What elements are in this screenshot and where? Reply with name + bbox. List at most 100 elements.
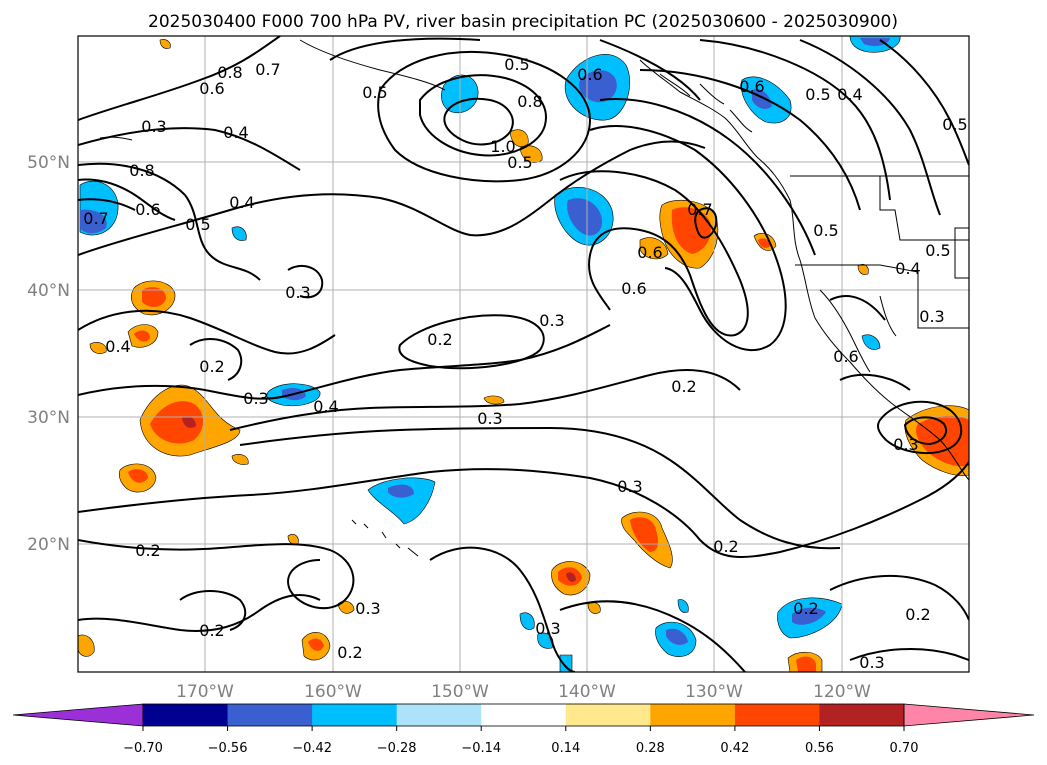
contour-label: 0.3 — [141, 117, 166, 136]
contour-label: 0.5 — [504, 55, 529, 74]
positive-anomaly — [128, 469, 148, 483]
positive-anomaly — [639, 237, 669, 260]
pv-contour — [189, 338, 243, 381]
negative-anomaly — [231, 226, 247, 241]
contour-label: 0.4 — [895, 259, 920, 278]
pv-contour — [78, 309, 336, 355]
colorbar-cell — [565, 704, 651, 726]
pv-contour — [239, 426, 841, 550]
contour-label: 0.3 — [919, 307, 944, 326]
lat-label-20n: 20°N — [27, 535, 70, 555]
state-border — [954, 227, 969, 279]
pv-contour — [377, 50, 592, 183]
negative-anomaly — [388, 484, 414, 498]
colorbar-tick-label: 0.14 — [551, 741, 580, 756]
pv-contour — [229, 369, 741, 431]
pv-contour — [287, 264, 324, 299]
contour-label: 0.5 — [813, 221, 838, 240]
colorbar-cell — [312, 704, 398, 726]
longitude-labels: 170°W 160°W 150°W 140°W 130°W 120°W — [176, 682, 871, 702]
contour-label: 0.3 — [617, 477, 642, 496]
contour-label: 0.2 — [337, 643, 362, 662]
figure-title: 2025030400 F000 700 hPa PV, river basin … — [148, 12, 898, 32]
positive-anomaly — [89, 342, 107, 354]
aleutian-islands-coastline — [299, 39, 446, 91]
contour-label: 0.5 — [805, 85, 830, 104]
negative-anomaly — [567, 198, 603, 236]
positive-anomaly — [630, 517, 658, 552]
contour-label: 0.2 — [135, 541, 160, 560]
state-border — [795, 264, 969, 329]
pv-contour — [78, 198, 136, 211]
contour-label: 0.5 — [925, 241, 950, 260]
colorbar-outline — [142, 703, 905, 727]
pv-contour — [78, 127, 301, 171]
negative-anomaly — [861, 334, 881, 350]
pv-contour — [829, 575, 969, 621]
colorbar-extend-high — [903, 703, 1035, 727]
north-america-coastline — [639, 59, 969, 481]
contour-label: 0.2 — [199, 621, 224, 640]
negative-anomaly — [677, 599, 689, 613]
contour-label: 0.4 — [229, 193, 254, 212]
colorbar-extend-low — [12, 703, 144, 727]
colorbar-cell — [227, 704, 313, 726]
positive-anomaly — [566, 572, 576, 582]
negative-anomaly — [666, 628, 688, 645]
colorbar-cells — [143, 704, 905, 726]
negative-anomaly — [519, 612, 535, 630]
colorbar-tick-label: −0.56 — [208, 741, 248, 756]
lat-label-50n: 50°N — [27, 153, 70, 173]
lon-label-120w: 120°W — [813, 682, 871, 702]
positive-anomaly — [182, 416, 196, 428]
lon-label-170w: 170°W — [176, 682, 234, 702]
contour-label: 0.2 — [713, 537, 738, 556]
latitude-labels: 50°N 40°N 30°N 20°N — [27, 153, 70, 555]
pv-contour — [443, 97, 514, 146]
positive-anomaly — [231, 454, 249, 465]
negative-anomaly — [80, 209, 107, 234]
contour-label: 0.4 — [837, 85, 862, 104]
positive-anomaly — [159, 39, 171, 49]
positive-anomaly — [916, 415, 969, 467]
pv-contour — [78, 324, 611, 400]
map-frame — [77, 35, 970, 673]
negative-anomaly — [559, 654, 573, 672]
lon-label-140w: 140°W — [558, 682, 616, 702]
negative-anomaly — [579, 70, 617, 103]
pv-contour — [78, 162, 261, 281]
coastlines — [99, 39, 969, 557]
contour-label: 0.3 — [243, 389, 268, 408]
positive-anomaly — [509, 129, 529, 147]
colorbar-tick-label: −0.70 — [123, 741, 163, 756]
hawaii-islands — [351, 519, 419, 557]
contour-label: 0.2 — [427, 330, 452, 349]
pv-contour — [639, 69, 861, 211]
contour-label: 0.6 — [739, 77, 764, 96]
alaska-panhandle-coastline — [659, 73, 753, 133]
contour-label: 0.5 — [362, 83, 387, 102]
contour-label: 0.6 — [637, 243, 662, 262]
contour-label: 0.7 — [255, 60, 280, 79]
lon-label-150w: 150°W — [431, 682, 489, 702]
contour-label: 0.8 — [517, 92, 542, 111]
pv-contour — [78, 178, 176, 221]
negative-anomaly — [860, 38, 890, 46]
contour-label: 0.7 — [83, 209, 108, 228]
negative-anomaly — [367, 477, 436, 525]
pv-contour — [329, 37, 701, 101]
colorbar-cell — [143, 704, 229, 726]
contour-label: 0.6 — [199, 79, 224, 98]
contour-label: 0.4 — [223, 123, 248, 142]
colorbar-tick-label: −0.14 — [461, 741, 501, 756]
lat-label-30n: 30°N — [27, 408, 70, 428]
colorbar-tick-label: 0.28 — [636, 741, 665, 756]
colorbar-tick-label: 0.56 — [805, 741, 834, 756]
pv-contour — [589, 125, 787, 351]
positive-anomaly — [142, 287, 166, 307]
positive-anomaly — [150, 401, 203, 444]
contour-label: 0.8 — [129, 161, 154, 180]
colorbar-tick-label: −0.42 — [292, 741, 332, 756]
pv-contour — [877, 400, 963, 455]
pv-contour — [78, 594, 321, 632]
